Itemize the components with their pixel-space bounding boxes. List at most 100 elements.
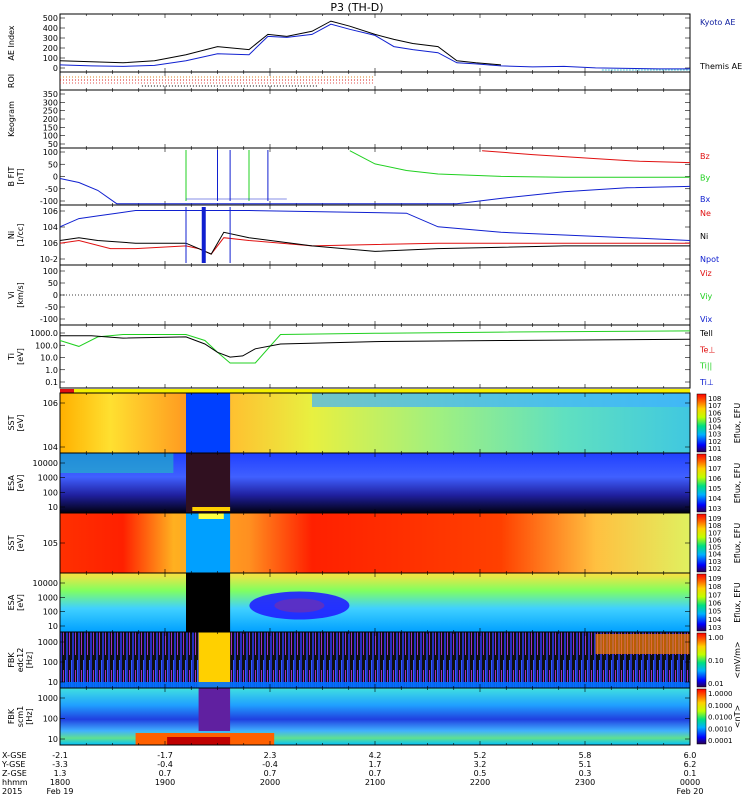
xaxis-tick-label: -1.7 xyxy=(157,751,173,760)
cbar-tick-sst_e: 107 xyxy=(708,529,721,537)
svg-text:ESA[eV]: ESA[eV] xyxy=(7,475,25,492)
xaxis-tick-label: -2.1 xyxy=(52,751,68,760)
cbar-label-esa_i: Eflux, EFU xyxy=(733,463,742,504)
ytick-label-vi: -100 xyxy=(40,315,58,324)
ytick-label-ni: 10-2 xyxy=(40,255,58,264)
xaxis-tick-label: 2200 xyxy=(470,778,490,787)
xaxis-tick-label: 1.7 xyxy=(369,760,382,769)
cbar-label-esa_e: Eflux, EFU xyxy=(733,582,742,623)
cbar-tick-sst_i: 106 xyxy=(708,409,722,417)
cbar-tick-sst_e: 108 xyxy=(708,522,721,530)
cbar-tick-esa_e: 104 xyxy=(708,616,722,624)
cbar-tick-esa_e: 109 xyxy=(708,575,721,583)
ylabel-esa_e: ESA[eV] xyxy=(7,594,25,611)
xaxis-tick-label: 3.2 xyxy=(474,760,487,769)
ytick-label-fbk_b: 100 xyxy=(43,715,58,724)
chart-title: P3 (TH-D) xyxy=(330,1,383,14)
xaxis-tick-label: 0000 xyxy=(680,778,700,787)
ytick-label-vi: 50 xyxy=(48,279,58,288)
ytick-label-esa_e: 10000 xyxy=(33,579,58,588)
series-ae-kyotoae xyxy=(59,23,690,70)
ytick-label-ti: 1.0 xyxy=(45,366,58,375)
heatmap-fbk_e xyxy=(60,632,690,688)
ytick-label-ti: 100.0 xyxy=(35,341,58,350)
colorbar-esa_e xyxy=(696,573,707,632)
ytick-label-esa_i: 100 xyxy=(43,488,58,497)
xaxis-tick-label: Feb 20 xyxy=(677,787,704,796)
cbar-tick-esa_i: 107 xyxy=(708,465,721,473)
ylabel-esa_i: ESA[eV] xyxy=(7,475,25,492)
ytick-label-esa_e: 10 xyxy=(48,622,58,631)
ytick-label-fbk_e: 100 xyxy=(43,658,58,667)
cbar-tick-esa_e: 106 xyxy=(708,600,722,608)
ytick-label-ae: 0 xyxy=(53,64,58,73)
cbar-tick-fbk_b: 0.0010 xyxy=(708,725,733,733)
cbar-tick-esa_e: 108 xyxy=(708,583,721,591)
svg-text:Vi[km/s]: Vi[km/s] xyxy=(7,282,25,308)
ytick-label-ni: 106 xyxy=(43,207,58,216)
ni-gap-block xyxy=(201,207,206,263)
xaxis-tick-label: Feb 19 xyxy=(47,787,74,796)
series-bfit-by xyxy=(349,150,690,178)
cbar-tick-esa_e: 103 xyxy=(708,624,721,632)
cbar-label-sst_i: Eflux, EFU xyxy=(733,403,742,444)
xaxis-tick-label: 0.3 xyxy=(579,769,592,778)
ytick-label-ae: 200 xyxy=(43,44,58,53)
cbar-tick-sst_i: 102 xyxy=(708,438,721,446)
series-ae-themisae xyxy=(59,20,502,66)
ytick-label-bfit: 0 xyxy=(53,173,58,182)
cbar-tick-esa_e: 105 xyxy=(708,608,721,616)
svg-text:Keogram: Keogram xyxy=(7,101,16,137)
cbar-tick-fbk_b: 1.0000 xyxy=(708,690,733,698)
legend-bfit-1: By xyxy=(700,174,710,183)
ytick-label-bfit: -50 xyxy=(45,185,58,194)
xaxis-tick-label: 1.3 xyxy=(54,769,67,778)
ylabel-ae: AE Index xyxy=(7,25,16,60)
legend-vi-1: Viy xyxy=(700,292,713,301)
ytick-label-fbk_b: 1000 xyxy=(38,694,58,703)
xaxis-tick-label: 2.3 xyxy=(264,751,277,760)
svg-text:FBKedc12[Hz]: FBKedc12[Hz] xyxy=(7,648,34,673)
data-gap xyxy=(186,393,231,453)
xaxis-tick-label: 0.1 xyxy=(684,769,697,778)
xaxis-tick-label: -0.4 xyxy=(262,760,278,769)
ylabel-ti: Ti[eV] xyxy=(7,348,25,365)
data-gap xyxy=(186,573,231,632)
svg-text:SST[eV]: SST[eV] xyxy=(7,535,25,552)
cbar-tick-sst_e: 102 xyxy=(708,565,721,573)
xaxis-row-label-4: 2015 xyxy=(2,787,22,796)
panel-frame-ni xyxy=(59,204,691,266)
cbar-label-sst_e: Eflux, EFU xyxy=(733,523,742,564)
ytick-label-keogram: 250 xyxy=(43,107,58,116)
ytick-label-vi: 100 xyxy=(43,267,58,276)
legend-ti-1: Te⊥ xyxy=(699,345,715,354)
colorbar-sst_e xyxy=(696,513,707,573)
series-ti-ti xyxy=(59,330,691,364)
legend-ti-3: Ti⊥ xyxy=(699,378,714,387)
xaxis-tick-label: 2100 xyxy=(365,778,385,787)
xaxis-tick-label: 6.2 xyxy=(684,760,697,769)
ytick-label-sst_i: 106 xyxy=(43,399,58,408)
xaxis-tick-label: 0.5 xyxy=(474,769,487,778)
xaxis-tick-label: 4.2 xyxy=(369,751,382,760)
ytick-label-ni: 104 xyxy=(43,223,58,232)
svg-text:ROI: ROI xyxy=(7,74,16,88)
xaxis-tick-label: 0.7 xyxy=(369,769,382,778)
svg-text:Eflux, EFU: Eflux, EFU xyxy=(733,523,742,564)
series-ti-tell xyxy=(60,335,691,358)
series-bfit-bz xyxy=(482,150,691,164)
svg-text:AE Index: AE Index xyxy=(7,25,16,60)
cbar-tick-sst_i: 105 xyxy=(708,416,721,424)
ylabel-sst_i: SST[eV] xyxy=(7,415,25,432)
svg-text:Eflux, EFU: Eflux, EFU xyxy=(733,582,742,623)
cbar-tick-sst_i: 107 xyxy=(708,402,721,410)
series-ni-npot xyxy=(59,231,690,255)
ytick-label-fbk_e: 1000 xyxy=(38,638,58,647)
ytick-label-keogram: 50 xyxy=(48,140,58,149)
ylabel-sst_e: SST[eV] xyxy=(7,535,25,552)
cbar-tick-esa_i: 106 xyxy=(708,475,722,483)
ylabel-keogram: Keogram xyxy=(7,101,16,137)
ytick-label-esa_e: 1000 xyxy=(38,593,58,602)
ytick-label-ni: 106 xyxy=(43,239,58,248)
